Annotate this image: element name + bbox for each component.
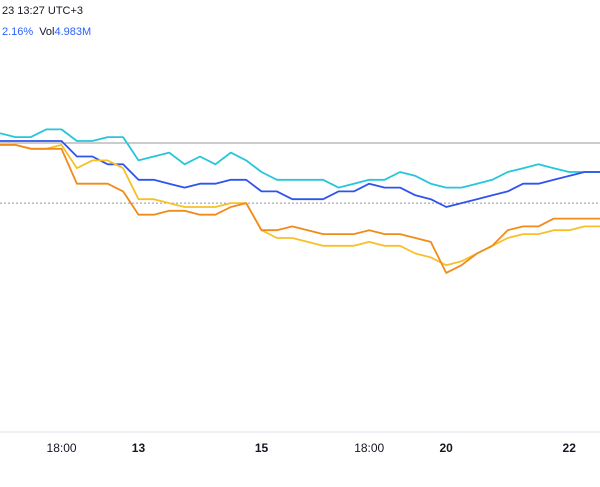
reference-lines [0, 142, 600, 204]
change-percent: 2.16% [2, 26, 34, 38]
x-tick-label-5: 20 [439, 441, 453, 455]
volume-value: 4.983M [54, 26, 92, 38]
header-timestamp: 23 13:27 UTC+3 [2, 5, 84, 17]
x-tick-label-2: 13 [132, 441, 146, 455]
x-tick-label-1: 18:00 [47, 441, 77, 455]
series-line-1 [0, 128, 600, 189]
series-line-2 [0, 140, 600, 208]
chart-header: 23 13:27 UTC+3 2.16% Vol4.983M [0, 0, 600, 44]
series-group [0, 128, 600, 274]
header-stats: 2.16% Vol4.983M [2, 25, 91, 39]
x-axis-ticks: 18:00 13 15 18:00 20 22 [47, 441, 577, 455]
x-tick-label-6: 22 [563, 441, 577, 455]
series-line-3 [0, 143, 600, 267]
x-tick-label-3: 15 [255, 441, 269, 455]
x-tick-label-4: 18:00 [354, 441, 384, 455]
volume-label: Vol [39, 26, 55, 38]
series-line-4 [0, 143, 600, 274]
